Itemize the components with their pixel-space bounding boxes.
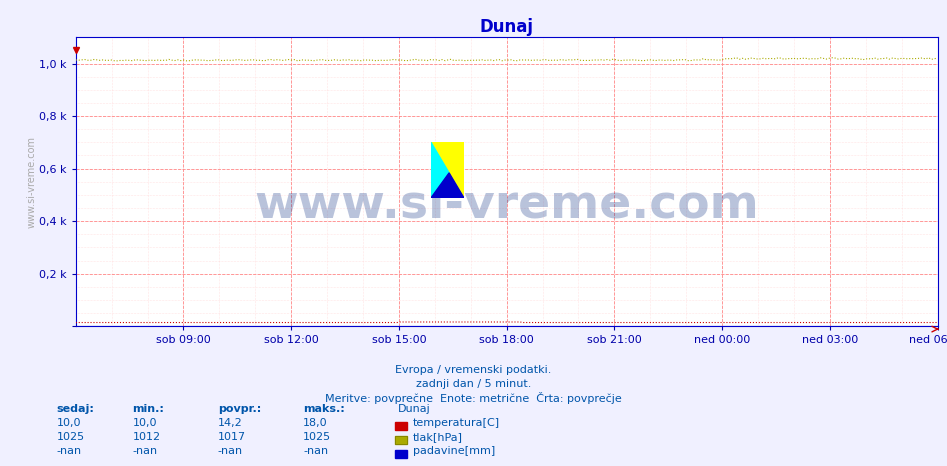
Text: -nan: -nan [303, 446, 329, 456]
Text: www.si-vreme.com: www.si-vreme.com [255, 182, 759, 227]
Text: padavine[mm]: padavine[mm] [413, 446, 495, 456]
Text: min.:: min.: [133, 404, 165, 414]
Text: zadnji dan / 5 minut.: zadnji dan / 5 minut. [416, 379, 531, 390]
Text: 10,0: 10,0 [57, 418, 81, 428]
Polygon shape [431, 142, 449, 198]
Text: Meritve: povprečne  Enote: metrične  Črta: povprečje: Meritve: povprečne Enote: metrične Črta:… [325, 392, 622, 404]
Text: 1012: 1012 [133, 432, 161, 442]
Text: 1025: 1025 [57, 432, 85, 442]
Text: Evropa / vremenski podatki.: Evropa / vremenski podatki. [395, 365, 552, 376]
Text: 10,0: 10,0 [133, 418, 157, 428]
Title: Dunaj: Dunaj [479, 18, 534, 36]
Text: Dunaj: Dunaj [398, 404, 431, 414]
Polygon shape [431, 142, 464, 198]
Text: 1017: 1017 [218, 432, 246, 442]
Text: sedaj:: sedaj: [57, 404, 95, 414]
Text: temperatura[C]: temperatura[C] [413, 418, 500, 428]
Text: 1025: 1025 [303, 432, 331, 442]
Text: tlak[hPa]: tlak[hPa] [413, 432, 463, 442]
Y-axis label: www.si-vreme.com: www.si-vreme.com [27, 136, 36, 228]
Text: maks.:: maks.: [303, 404, 345, 414]
Text: -nan: -nan [57, 446, 82, 456]
Text: povpr.:: povpr.: [218, 404, 261, 414]
Text: 18,0: 18,0 [303, 418, 328, 428]
Polygon shape [431, 173, 464, 198]
Text: 14,2: 14,2 [218, 418, 242, 428]
Text: -nan: -nan [133, 446, 158, 456]
Text: -nan: -nan [218, 446, 243, 456]
